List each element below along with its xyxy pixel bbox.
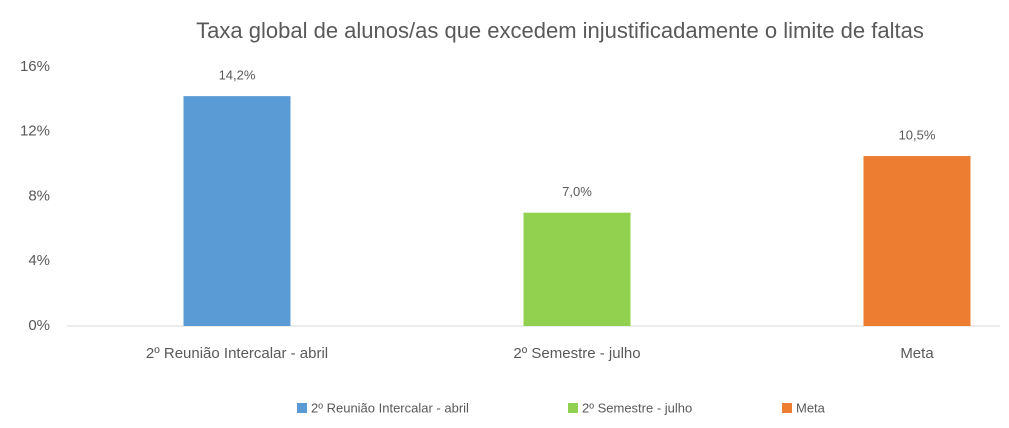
y-tick-label: 4% [28, 252, 50, 269]
legend-swatch [568, 403, 578, 413]
data-label: 7,0% [562, 184, 592, 199]
data-label: 14,2% [219, 68, 256, 83]
legend-swatch [297, 403, 307, 413]
y-tick-label: 12% [20, 123, 50, 140]
chart-title: Taxa global de alunos/as que excedem inj… [196, 18, 924, 43]
legend-swatch [782, 403, 792, 413]
bar [863, 156, 971, 326]
x-tick-label: 2º Reunião Intercalar - abril [146, 345, 328, 362]
y-tick-label: 8% [28, 187, 50, 204]
bar [523, 212, 631, 326]
legend-label: 2º Semestre - julho [582, 400, 692, 415]
y-tick-label: 0% [28, 317, 50, 334]
x-tick-label: 2º Semestre - julho [513, 345, 640, 362]
legend-label: Meta [796, 400, 826, 415]
x-tick-label: Meta [900, 345, 934, 362]
data-label: 10,5% [899, 127, 936, 142]
legend-label: 2º Reunião Intercalar - abril [311, 400, 469, 415]
y-tick-label: 16% [20, 58, 50, 75]
bar [183, 96, 291, 326]
